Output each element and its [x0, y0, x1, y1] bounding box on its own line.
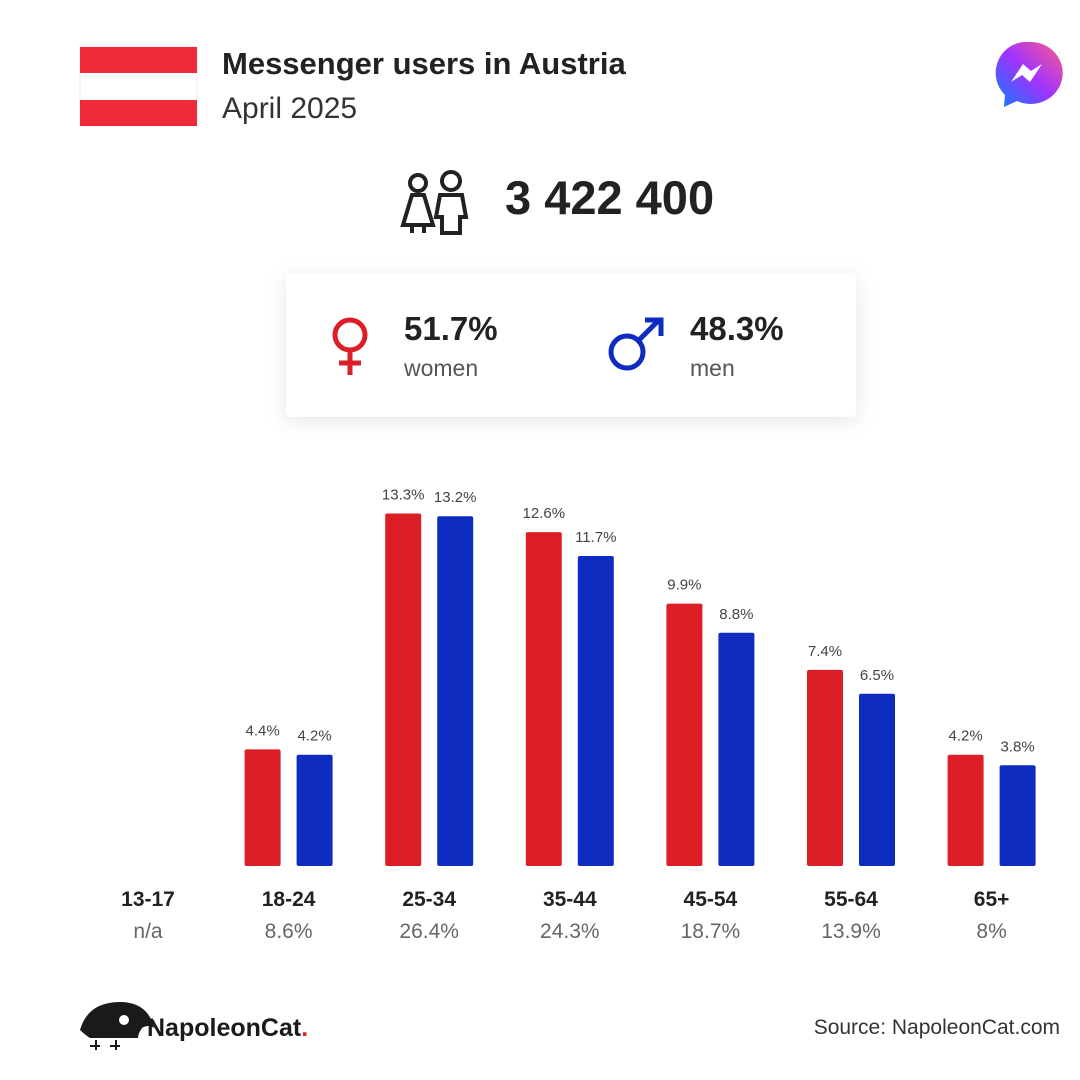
category-label: 35-44 [543, 888, 597, 911]
brand: NapoleonCat. [147, 1014, 308, 1042]
austria-flag [79, 46, 198, 127]
title: Messenger users in Austria [222, 46, 626, 81]
male-icon [608, 317, 664, 371]
category-label: 18-24 [262, 888, 316, 911]
value-label: 4.2% [948, 728, 982, 745]
bar [999, 765, 1036, 866]
category-total: 8.6% [265, 920, 313, 943]
bar [437, 516, 474, 866]
category-total: 18.7% [681, 920, 741, 943]
value-label: 13.3% [382, 487, 425, 504]
value-label: 9.9% [667, 577, 701, 594]
value-label: 6.5% [860, 667, 894, 684]
female-icon [332, 317, 368, 375]
category-total: n/a [133, 920, 163, 943]
value-label: 7.4% [808, 643, 842, 660]
messenger-logo [995, 41, 1063, 108]
bar-chart: 13-17 n/a 18-24 8.6% 4.4% 4.2% 25-34 26.4% 13.3%… [121, 487, 1036, 943]
category-label: 55-64 [824, 888, 878, 911]
category-label: 65+ [974, 888, 1010, 911]
category-total: 8% [976, 920, 1006, 943]
bar [577, 555, 614, 866]
bar [525, 532, 562, 866]
bar [859, 693, 895, 866]
men-label: men [690, 355, 735, 381]
category-total: 24.3% [540, 920, 600, 943]
category-label: 13-17 [121, 888, 175, 911]
bar [385, 513, 422, 866]
category-total: 26.4% [399, 920, 459, 943]
value-label: 8.8% [719, 606, 753, 623]
brand-name: NapoleonCat [147, 1014, 302, 1042]
napoleoncat-logo [80, 1002, 154, 1050]
value-label: 12.6% [523, 505, 566, 522]
gender-card [286, 274, 856, 417]
source: Source: NapoleonCat.com [814, 1016, 1060, 1039]
women-share: 51.7% [404, 310, 498, 347]
category-label: 45-54 [684, 888, 738, 911]
bar [807, 669, 843, 866]
men-share: 48.3% [690, 310, 784, 347]
total-users: 3 422 400 [505, 171, 714, 224]
value-label: 4.2% [297, 728, 331, 745]
brand-dot: . [301, 1014, 308, 1042]
people-icon [400, 170, 469, 235]
value-label: 13.2% [434, 489, 477, 506]
value-label: 4.4% [245, 722, 279, 739]
value-label: 11.7% [575, 529, 616, 546]
category-label: 25-34 [402, 888, 456, 911]
bar [666, 603, 703, 866]
value-label: 3.8% [1000, 738, 1034, 755]
bar [947, 754, 984, 866]
subtitle: April 2025 [222, 92, 357, 125]
women-label: women [403, 355, 478, 381]
bar [296, 754, 333, 866]
bar [244, 749, 281, 866]
bar [718, 632, 755, 866]
category-total: 13.9% [821, 920, 881, 943]
